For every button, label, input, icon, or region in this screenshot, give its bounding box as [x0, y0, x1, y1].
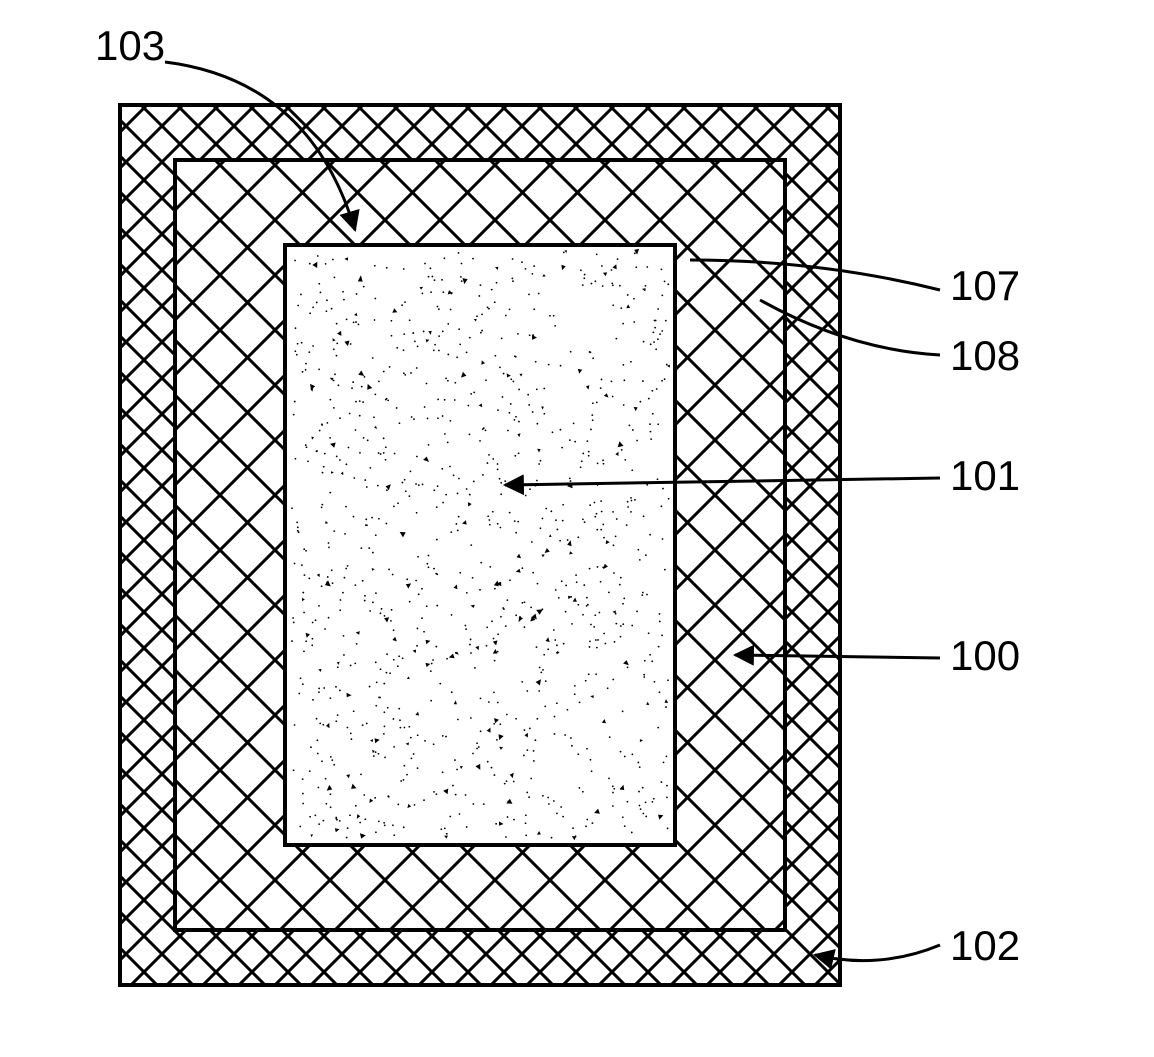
- label-103: 103: [95, 22, 165, 69]
- label-100: 100: [950, 632, 1020, 679]
- label-108: 108: [950, 332, 1020, 379]
- region-101: [285, 245, 675, 845]
- callout-102: 102: [815, 922, 1020, 969]
- label-107: 107: [950, 262, 1020, 309]
- label-101: 101: [950, 452, 1020, 499]
- label-102: 102: [950, 922, 1020, 969]
